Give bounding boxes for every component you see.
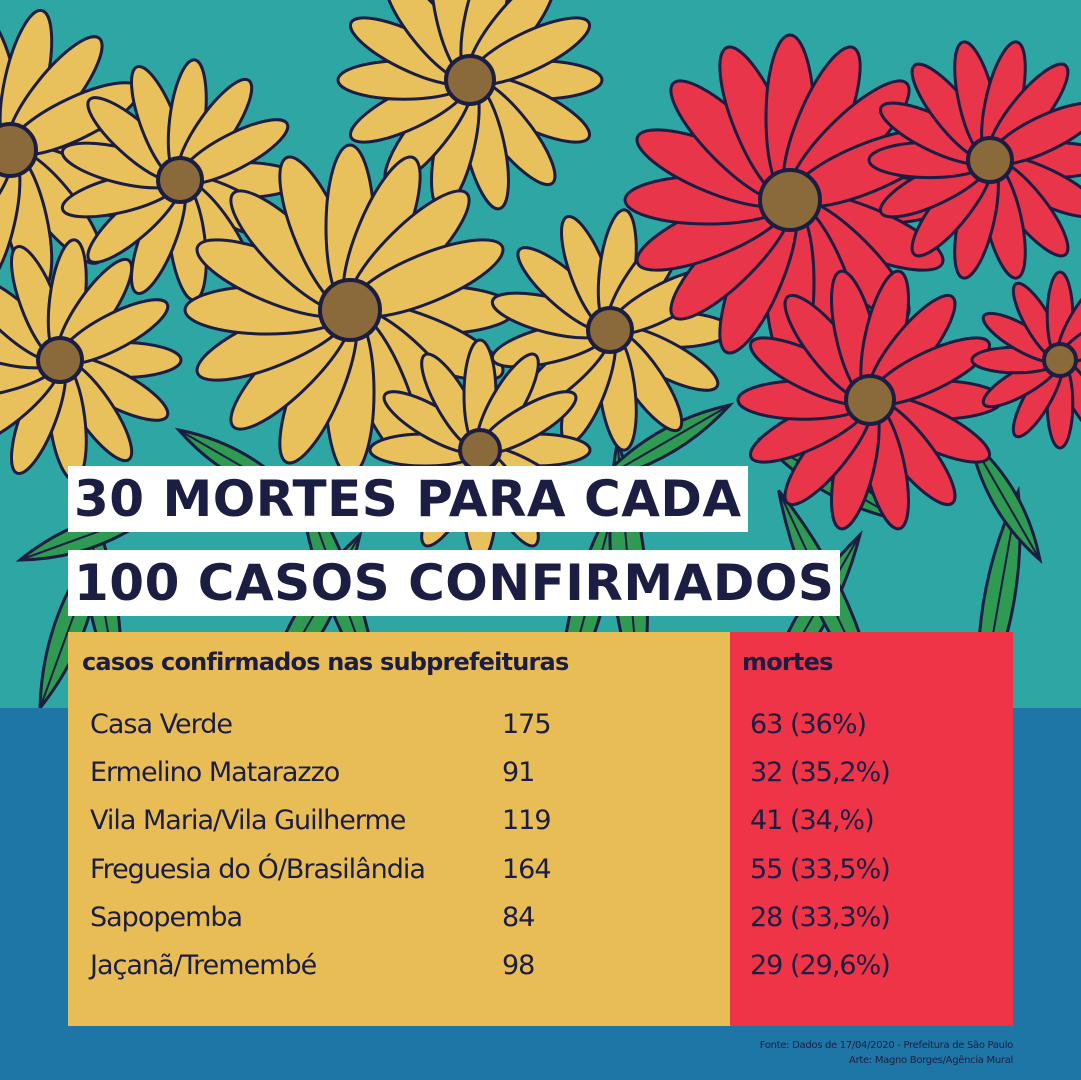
row-cases: 98 [502, 950, 535, 981]
flower-center [444, 54, 496, 106]
flower-center [966, 136, 1014, 184]
row-name: Sapopemba [90, 901, 243, 933]
flower-icon [0, 238, 183, 482]
deaths-panel [730, 632, 1013, 1026]
cases-panel [68, 632, 730, 1026]
row-deaths: 55 (33,5%) [750, 853, 891, 885]
row-name: Ermelino Matarazzo [90, 757, 340, 789]
row-cases: 175 [502, 709, 552, 740]
flower-icon [970, 270, 1081, 450]
source-note: Fonte: Dados de 17/04/2020 - Prefeitura … [759, 1040, 1014, 1051]
flower-center [758, 168, 822, 232]
title-line-2: 100 CASOS CONFIRMADOS [68, 550, 841, 616]
flower-center [458, 428, 502, 472]
flower-icon [867, 40, 1081, 280]
row-name: Jaçanã/Tremembé [90, 950, 317, 981]
flower-icon [336, 0, 604, 211]
cases-column-header: casos confirmados nas subprefeituras [82, 648, 569, 676]
deaths-column-header: mortes [742, 648, 833, 676]
flower-center [586, 306, 634, 354]
row-name: Freguesia do Ó/Brasilândia [90, 853, 426, 885]
row-deaths: 32 (35,2%) [750, 757, 891, 789]
row-cases: 84 [502, 901, 535, 933]
flower-center [1042, 342, 1078, 378]
flower-center [36, 336, 84, 384]
row-name: Vila Maria/Vila Guilherme [90, 805, 406, 837]
flower-center [318, 278, 382, 342]
credit-note: Arte: Magno Borges/Agência Mural [849, 1055, 1013, 1066]
row-cases: 164 [502, 853, 552, 885]
row-cases: 119 [502, 805, 552, 837]
row-cases: 91 [502, 757, 535, 789]
row-deaths: 41 (34,%) [750, 805, 875, 837]
row-deaths: 28 (33,3%) [750, 901, 891, 933]
flower-center [844, 374, 896, 426]
flower-center [156, 156, 204, 204]
title-line-1: 30 MORTES PARA CADA [68, 466, 748, 532]
row-deaths: 29 (29,6%) [750, 950, 891, 981]
flower-icon [736, 269, 1004, 531]
flower-center [0, 122, 38, 178]
row-name: Casa Verde [90, 709, 233, 740]
row-deaths: 63 (36%) [750, 709, 867, 740]
